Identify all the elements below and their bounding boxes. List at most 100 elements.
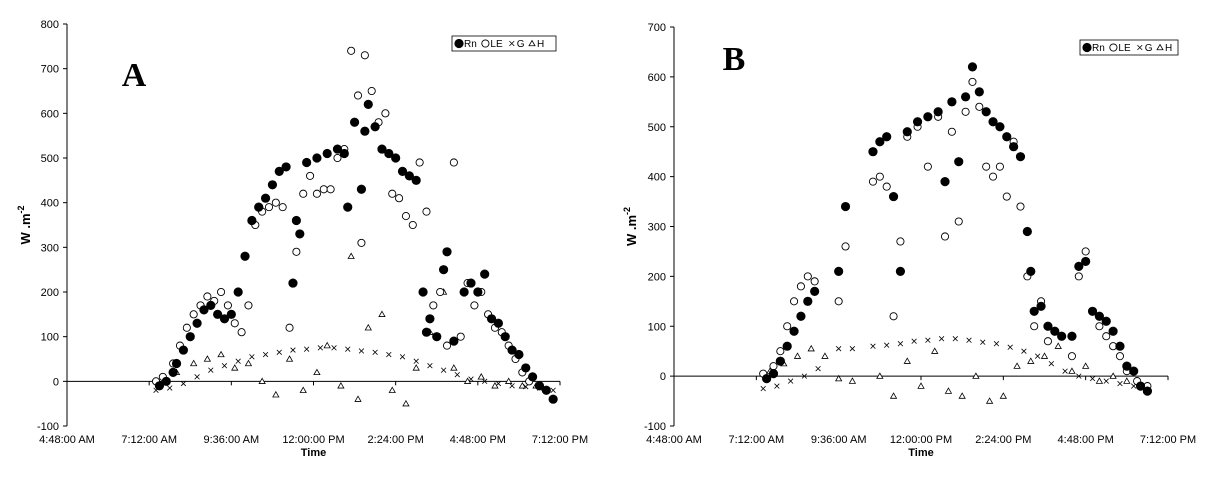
data-point-le [347,46,356,55]
data-point-rn [507,345,517,355]
data-point-h [1027,357,1035,364]
legend: Rn LE G H [451,35,557,52]
data-point-le [326,185,335,194]
data-point-h [807,344,815,352]
data-point-le [868,177,878,186]
legend-marker-h [528,39,536,47]
data-point-h [299,386,307,393]
data-point-rn [418,287,428,297]
data-point-le [230,319,239,328]
data-point-rn [206,300,216,311]
x-tick-label: 12:00:00 PM [282,434,344,446]
legend-label-h: H [1165,43,1172,54]
data-point-le [1043,337,1052,346]
data-point-le [333,153,342,163]
legend-label-rn: Rn [1092,43,1105,54]
data-point-g [262,351,269,358]
data-point-rn [370,122,380,132]
x-tick-label: 12:00:00 PM [890,434,952,446]
data-point-rn [1115,341,1125,351]
data-point-rn [360,126,370,136]
data-point-le [319,185,328,194]
data-point-g [358,348,365,354]
data-point-rn [933,107,943,117]
data-point-h [189,359,198,367]
x-tick-label: 7:12:00 AM [729,434,785,446]
data-point-rn [349,117,360,127]
data-point-le [1081,247,1090,256]
data-point-g [194,374,200,380]
data-point-g [509,383,515,389]
data-point-rn [995,122,1005,132]
data-point-rn [260,193,271,203]
data-point-rn [226,309,236,319]
data-point-rn [1036,301,1046,311]
data-point-h [323,341,331,349]
legend-marker-h [1156,43,1164,51]
data-point-le [264,203,274,212]
data-point-rn [775,356,785,366]
data-point-le [1002,192,1011,201]
data-point-rn [377,144,387,154]
legend-label-le: LE [490,39,503,50]
y-axis-label-exponent: -2 [16,205,26,213]
data-point-rn [254,202,264,212]
data-point-h [1109,372,1117,379]
data-point-g [249,354,255,360]
data-point-rn [154,381,165,391]
x-tick-label: 4:48:00 AM [39,434,95,446]
data-point-h [985,397,994,404]
data-point-g [1103,378,1109,384]
data-point-rn [391,153,401,163]
x-tick-label: 4:48:00 PM [450,434,506,446]
data-point-rn [1129,366,1139,376]
x-tick-label: 2:24:00 PM [975,434,1031,446]
x-tick-label: 9:36:00 AM [204,434,260,446]
data-point-le [796,282,805,291]
data-point-rn [466,278,476,288]
data-point-rn [1050,326,1060,336]
data-point-g [386,351,392,358]
data-point-g [1076,373,1082,379]
data-point-g [911,338,917,344]
data-point-rn [528,372,538,382]
data-point-rn [534,381,545,391]
data-point-rn [384,148,394,159]
data-point-le [834,297,843,306]
y-tick-label: 400 [648,172,666,184]
data-point-le [1030,322,1039,331]
y-tick-label: 100 [648,321,666,333]
data-point-h [1068,367,1076,374]
data-point-rn [834,266,844,276]
data-point-g [221,363,228,369]
data-point-rn [1009,142,1019,152]
data-point-h [793,352,802,359]
data-point-rn [1101,316,1111,326]
data-point-rn [322,148,332,159]
data-point-le [360,51,369,60]
data-point-le [841,242,850,251]
data-point-le [470,301,479,310]
legend-label-h: H [537,39,544,50]
data-point-g [427,363,433,369]
data-point-rn [356,184,367,194]
legend-label-g: G [1145,43,1153,54]
y-tick-label: 500 [648,122,666,134]
data-point-rn [500,332,510,342]
data-point-g [1117,380,1123,387]
data-point-h [903,357,911,364]
data-point-h [258,377,266,384]
data-point-le [954,217,963,226]
data-point-h [944,387,953,394]
data-point-le [776,347,785,356]
data-point-rn [213,309,223,319]
data-point-le [237,328,246,337]
data-point-le [783,322,792,331]
data-point-le [306,171,315,180]
data-point-h [285,355,294,362]
y-tick-label: 800 [41,19,59,31]
data-point-rn [411,175,421,185]
data-point-rn [442,247,452,257]
data-point-le [357,238,366,247]
y-tick-label: 300 [41,242,59,254]
